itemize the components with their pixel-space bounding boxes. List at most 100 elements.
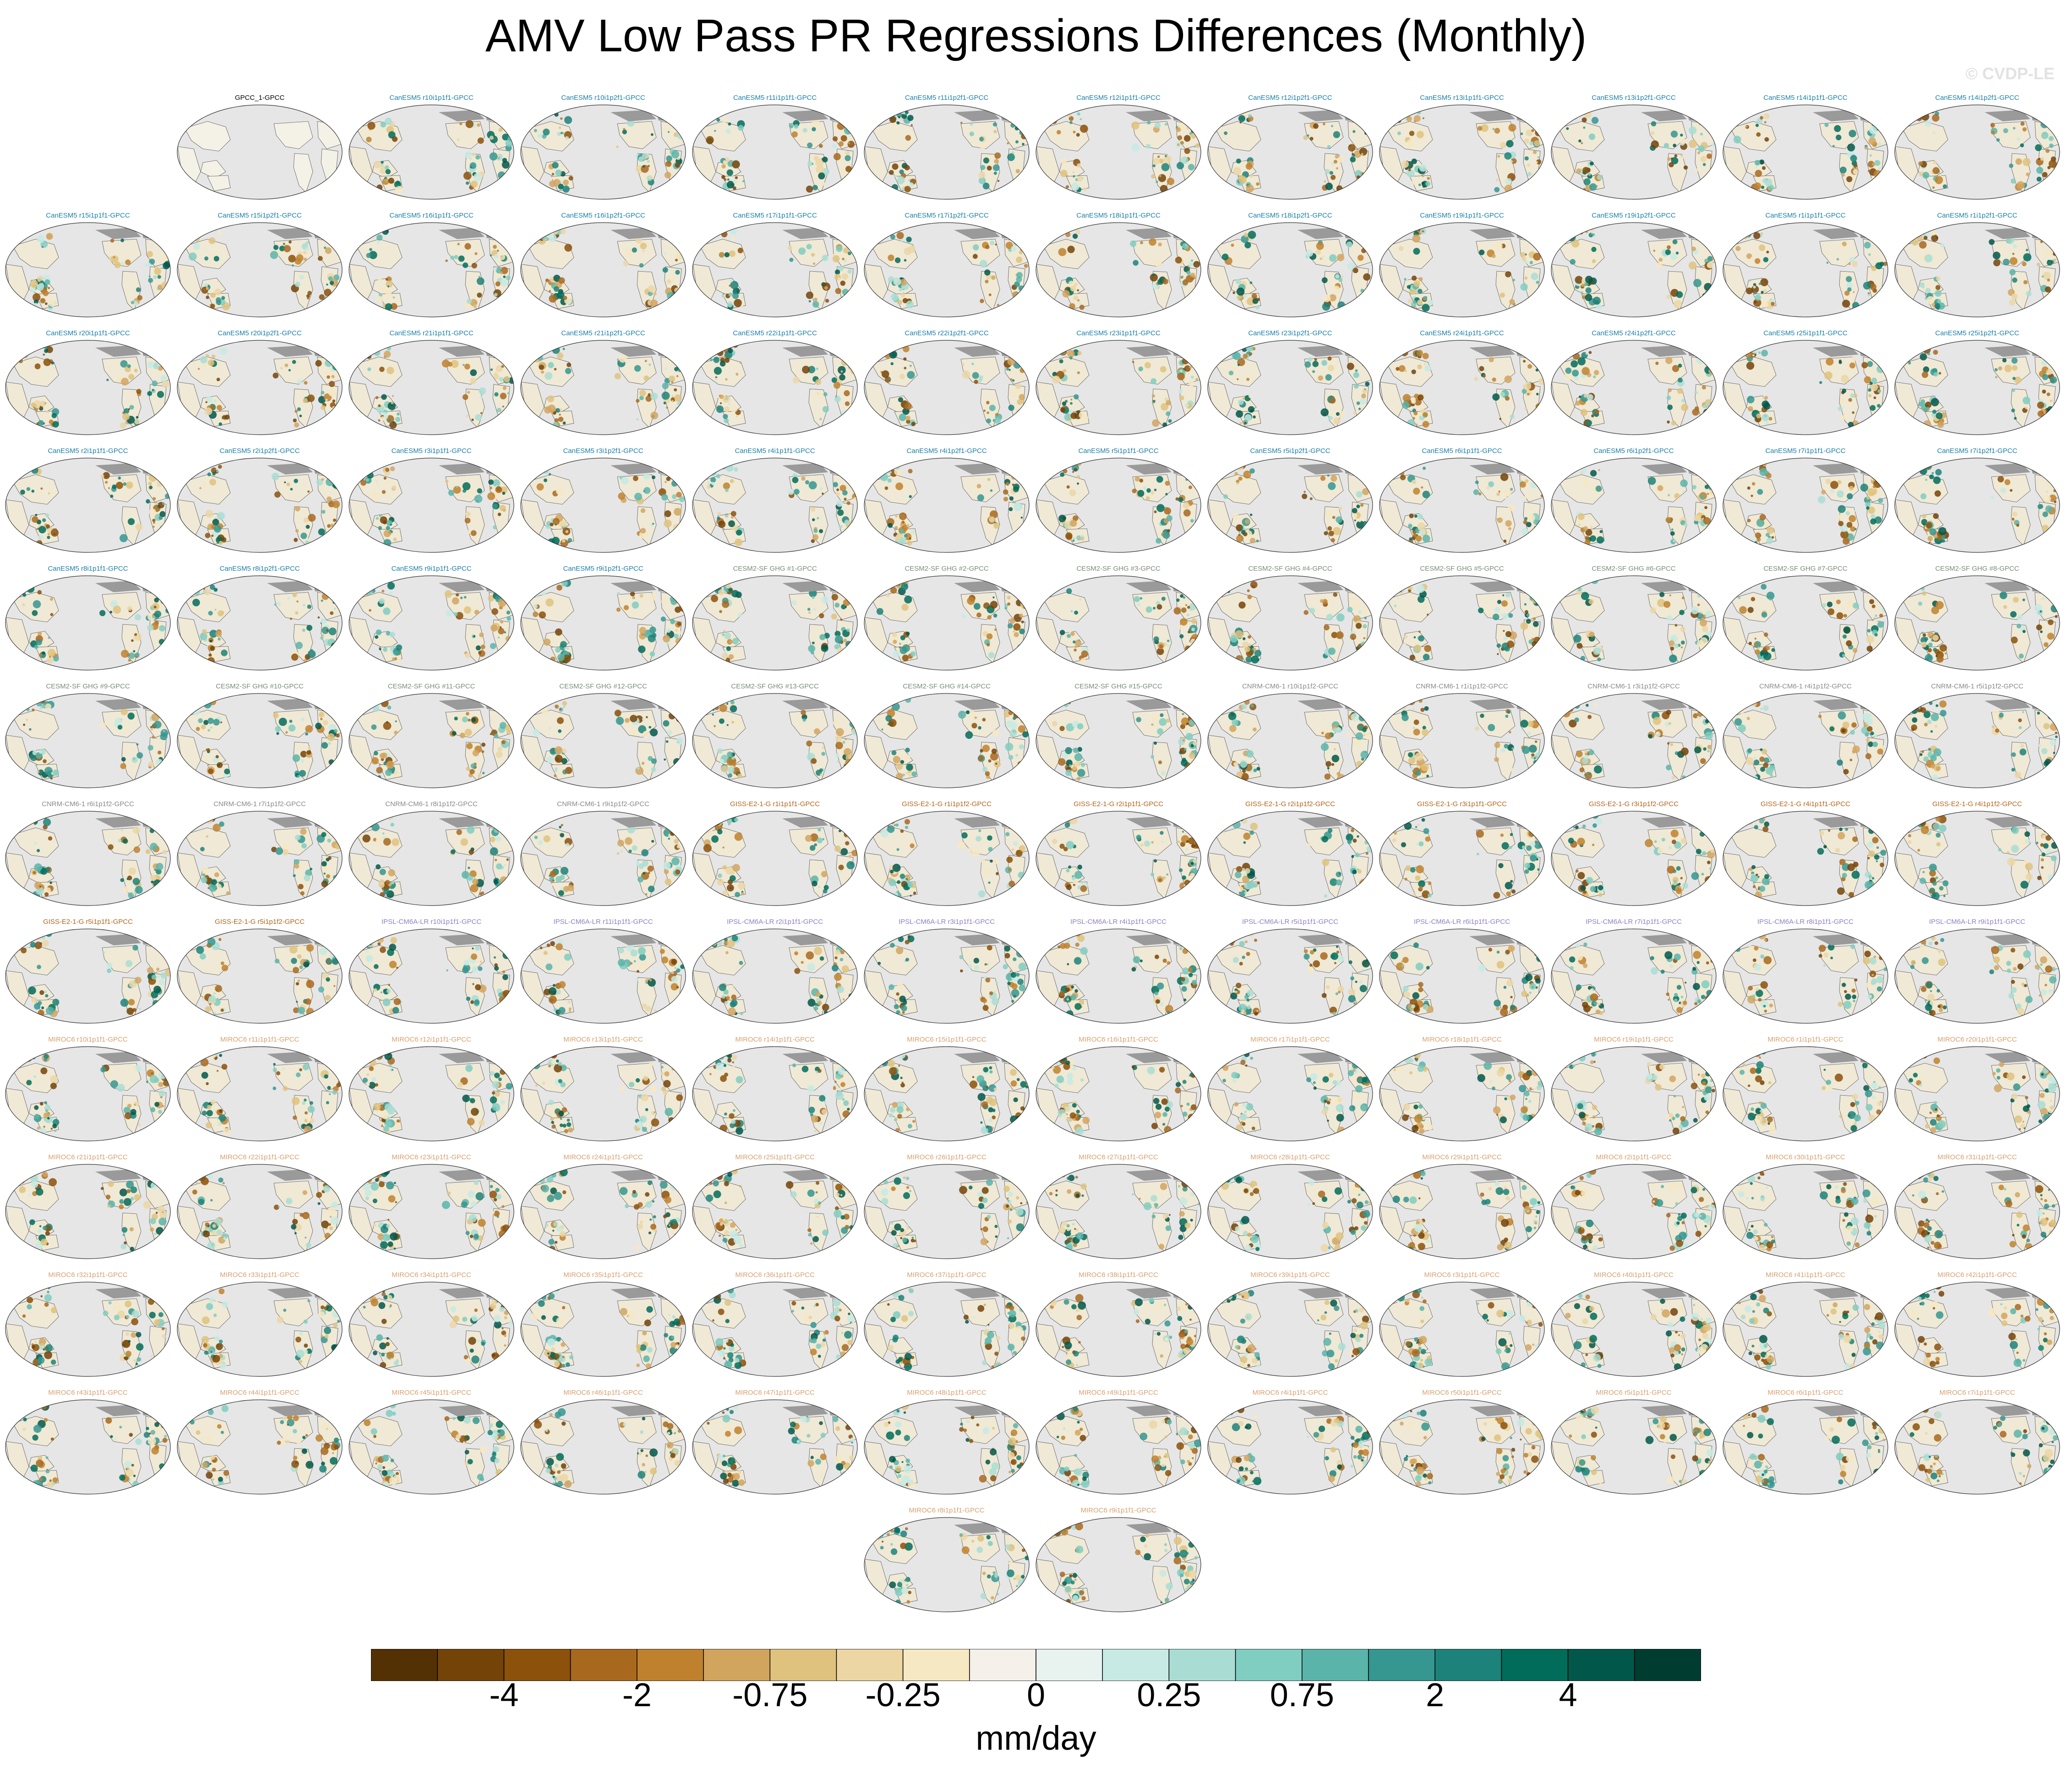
world-map xyxy=(1894,458,2060,553)
map-panel-label: MIROC6 r48i1p1f1-GPCC xyxy=(907,1389,987,1397)
map-panel-label: CESM2-SF GHG #8-GPCC xyxy=(1935,565,2019,573)
map-panel-label: CanESM5 r13i1p1f1-GPCC xyxy=(1420,94,1504,102)
world-map xyxy=(1207,928,1373,1024)
world-map xyxy=(349,458,514,553)
colorbar-tick-label: -4 xyxy=(489,1677,519,1714)
world-map xyxy=(1723,575,1888,671)
colorbar-tick-label: 2 xyxy=(1426,1677,1445,1714)
map-panel-label: MIROC6 r10i1p1f1-GPCC xyxy=(48,1036,128,1043)
world-map xyxy=(5,1046,171,1141)
colorbar xyxy=(371,1649,1701,1681)
world-map xyxy=(1036,458,1201,553)
map-panel-label: GISS-E2-1-G r5i1p1f1-GPCC xyxy=(43,918,133,926)
map-panel: MIROC6 r35i1p1f1-GPCC xyxy=(519,1271,687,1379)
world-map xyxy=(864,340,1030,435)
world-map xyxy=(1894,928,2060,1024)
world-map xyxy=(1551,1164,1717,1259)
map-panel-label: CanESM5 r25i1p2f1-GPCC xyxy=(1935,329,2019,337)
colorbar-swatch xyxy=(1036,1649,1103,1681)
map-panel-label: CanESM5 r3i1p2f1-GPCC xyxy=(563,447,643,455)
world-map xyxy=(1551,340,1717,435)
map-panel: MIROC6 r19i1p1f1-GPCC xyxy=(1549,1036,1718,1143)
map-panel-label: MIROC6 r30i1p1f1-GPCC xyxy=(1766,1153,1845,1161)
map-panel: GPCC_1-GPCC xyxy=(175,94,344,202)
map-panel-label: CanESM5 r14i1p1f1-GPCC xyxy=(1763,94,1848,102)
map-panel-label: CESM2-SF GHG #12-GPCC xyxy=(559,682,647,690)
map-panel-label: MIROC6 r46i1p1f1-GPCC xyxy=(563,1389,643,1397)
map-panel-label: CanESM5 r25i1p1f1-GPCC xyxy=(1763,329,1848,337)
map-panel-label: MIROC6 r20i1p1f1-GPCC xyxy=(1937,1036,2017,1043)
world-map xyxy=(349,1164,514,1259)
map-panel-label: CanESM5 r22i1p1f1-GPCC xyxy=(733,329,817,337)
map-panel: MIROC6 r50i1p1f1-GPCC xyxy=(1378,1389,1546,1496)
map-panel: CESM2-SF GHG #11-GPCC xyxy=(347,682,516,790)
world-map xyxy=(520,104,686,200)
map-panel: CanESM5 r21i1p1f1-GPCC xyxy=(347,329,516,437)
map-panel-label: MIROC6 r44i1p1f1-GPCC xyxy=(220,1389,300,1397)
world-map xyxy=(1379,928,1545,1024)
world-map xyxy=(1551,1282,1717,1377)
map-panel: CanESM5 r7i1p2f1-GPCC xyxy=(1893,447,2061,555)
map-panel: CanESM5 r23i1p1f1-GPCC xyxy=(1034,329,1203,437)
world-map xyxy=(177,811,343,906)
map-panel: CNRM-CM6-1 r5i1p1f2-GPCC xyxy=(1893,682,2061,790)
world-map xyxy=(5,1282,171,1377)
map-panel: CESM2-SF GHG #4-GPCC xyxy=(1206,565,1374,672)
map-panel: MIROC6 r28i1p1f1-GPCC xyxy=(1206,1153,1374,1261)
map-panel: MIROC6 r18i1p1f1-GPCC xyxy=(1378,1036,1546,1143)
world-map xyxy=(692,1399,858,1495)
map-panel: CanESM5 r20i1p1f1-GPCC xyxy=(4,329,172,437)
map-panel: CanESM5 r20i1p2f1-GPCC xyxy=(175,329,344,437)
world-map xyxy=(520,928,686,1024)
world-map xyxy=(5,928,171,1024)
colorbar-swatch xyxy=(1102,1649,1170,1681)
map-panel-label: MIROC6 r9i1p1f1-GPCC xyxy=(1080,1507,1156,1514)
world-map xyxy=(349,1046,514,1141)
map-panel: MIROC6 r16i1p1f1-GPCC xyxy=(1034,1036,1203,1143)
world-map xyxy=(1036,1046,1201,1141)
map-panel: CanESM5 r3i1p2f1-GPCC xyxy=(519,447,687,555)
map-panel: CanESM5 r15i1p1f1-GPCC xyxy=(4,212,172,319)
map-panel-label: MIROC6 r25i1p1f1-GPCC xyxy=(735,1153,815,1161)
map-panel: CESM2-SF GHG #6-GPCC xyxy=(1549,565,1718,672)
map-panel: MIROC6 r47i1p1f1-GPCC xyxy=(691,1389,859,1496)
map-panel-label: CESM2-SF GHG #15-GPCC xyxy=(1074,682,1162,690)
map-panel: MIROC6 r20i1p1f1-GPCC xyxy=(1893,1036,2061,1143)
world-map xyxy=(1723,104,1888,200)
map-panel: CNRM-CM6-1 r10i1p1f2-GPCC xyxy=(1206,682,1374,790)
map-panel: GISS-E2-1-G r4i1p1f2-GPCC xyxy=(1893,800,2061,908)
map-panel: MIROC6 r6i1p1f1-GPCC xyxy=(1721,1389,1890,1496)
world-map xyxy=(1379,1164,1545,1259)
map-panel-label: CanESM5 r17i1p1f1-GPCC xyxy=(733,212,817,219)
map-panel: CESM2-SF GHG #2-GPCC xyxy=(862,565,1031,672)
world-map xyxy=(1379,693,1545,788)
world-map xyxy=(864,575,1030,671)
map-panel-label: CNRM-CM6-1 r4i1p1f2-GPCC xyxy=(1759,682,1852,690)
world-map xyxy=(5,811,171,906)
map-panel: MIROC6 r43i1p1f1-GPCC xyxy=(4,1389,172,1496)
map-panel-label: MIROC6 r32i1p1f1-GPCC xyxy=(48,1271,128,1279)
map-panel-label: GISS-E2-1-G r4i1p1f1-GPCC xyxy=(1761,800,1850,808)
map-panel: CanESM5 r13i1p2f1-GPCC xyxy=(1549,94,1718,202)
map-panel: CNRM-CM6-1 r4i1p1f2-GPCC xyxy=(1721,682,1890,790)
world-map xyxy=(1379,1046,1545,1141)
map-panel-label: MIROC6 r43i1p1f1-GPCC xyxy=(48,1389,128,1397)
world-map xyxy=(177,458,343,553)
map-panel: MIROC6 r27i1p1f1-GPCC xyxy=(1034,1153,1203,1261)
world-map xyxy=(1723,1282,1888,1377)
map-panel: MIROC6 r26i1p1f1-GPCC xyxy=(862,1153,1031,1261)
map-panel: GISS-E2-1-G r3i1p1f2-GPCC xyxy=(1549,800,1718,908)
world-map xyxy=(1551,693,1717,788)
map-panel-label: IPSL-CM6A-LR r6i1p1f1-GPCC xyxy=(1413,918,1510,926)
map-panel-label: MIROC6 r33i1p1f1-GPCC xyxy=(220,1271,300,1279)
colorbar-tick-label: -2 xyxy=(622,1677,652,1714)
map-panel-label: CanESM5 r10i1p1f1-GPCC xyxy=(389,94,474,102)
colorbar-swatch xyxy=(1634,1649,1701,1681)
map-panel-label: MIROC6 r1i1p1f1-GPCC xyxy=(1767,1036,1843,1043)
map-panel-label: CanESM5 r12i1p1f1-GPCC xyxy=(1076,94,1161,102)
world-map xyxy=(1036,104,1201,200)
world-map xyxy=(864,1046,1030,1141)
map-panel: MIROC6 r23i1p1f1-GPCC xyxy=(347,1153,516,1261)
map-panel-label: MIROC6 r2i1p1f1-GPCC xyxy=(1596,1153,1672,1161)
map-panel: CNRM-CM6-1 r3i1p1f2-GPCC xyxy=(1549,682,1718,790)
